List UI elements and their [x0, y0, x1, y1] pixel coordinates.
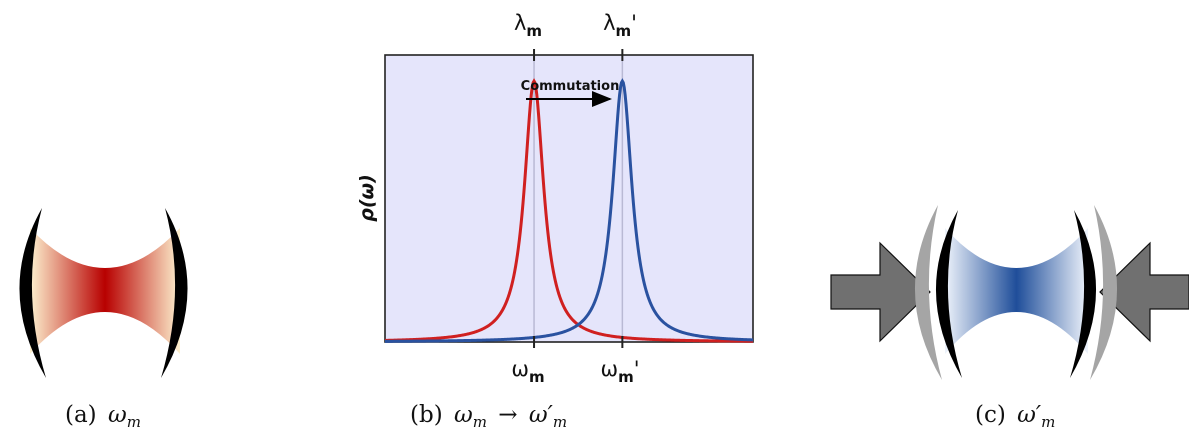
- omega-m-label: ωm: [511, 357, 544, 386]
- spectrum-line-0: [384, 78, 754, 343]
- right-mirror-icon: [161, 208, 188, 378]
- lambda-m-label: λm: [514, 11, 542, 40]
- right-mirror-icon: [1070, 210, 1097, 378]
- marker-lines: [533, 55, 624, 342]
- cavity-mode-blue: [945, 228, 1088, 354]
- commutation-label: Commutation: [521, 79, 620, 94]
- plot-area: [384, 54, 754, 343]
- caption-c: (c) ω′m: [975, 402, 1055, 431]
- left-mirror-ghost: [914, 205, 942, 380]
- lambda-m-prime-label: λm': [603, 11, 637, 40]
- y-axis-label: ρ(ω): [356, 174, 378, 221]
- cavity-mode-red: [30, 228, 180, 354]
- spectrum-line-1: [384, 78, 754, 343]
- axis-ticks: [533, 49, 624, 348]
- left-push-arrow-icon: [830, 241, 931, 343]
- right-mirror-ghost: [1090, 205, 1118, 380]
- panel-c-cavity: [830, 205, 1189, 380]
- panel-a-cavity: [19, 208, 188, 378]
- caption-a: (a) ωm: [65, 402, 141, 431]
- caption-b: (b) ωm → ω′m: [410, 402, 567, 433]
- right-push-arrow-icon: [1099, 241, 1189, 343]
- left-mirror-icon: [19, 208, 46, 378]
- omega-m-prime-label: ωm': [600, 357, 639, 386]
- spectrum-chart: Commutation ρ(ω) λm λm' ωm ωm': [356, 11, 754, 386]
- left-mirror-icon: [935, 210, 962, 378]
- chart-series: [384, 78, 754, 343]
